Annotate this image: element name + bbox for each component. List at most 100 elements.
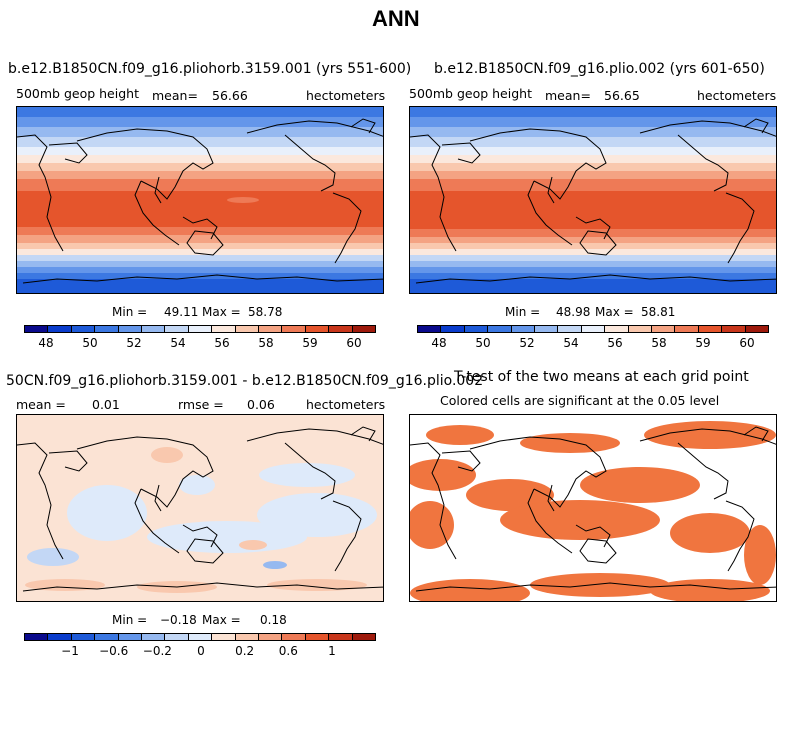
- field-label-top-left: 500mb geop height: [16, 86, 139, 101]
- max-label-top-right: Max =: [595, 305, 634, 319]
- units-top-left: hectometers: [306, 88, 386, 103]
- map-top-left: [16, 106, 384, 294]
- colorbar-swatch: [48, 634, 72, 640]
- colorbar-swatch: [95, 326, 119, 332]
- coastlines: [17, 426, 383, 592]
- colorbar-swatch: [188, 634, 213, 640]
- panel-title-bottom-left: 50CN.f09_g16.pliohorb.3159.001 - b.e12.B…: [6, 373, 484, 389]
- min-value-top-right: 48.98: [556, 305, 591, 319]
- significance-cells: [410, 415, 776, 601]
- mean-label-top-right: mean=: [545, 88, 591, 103]
- colorbar-swatch: [95, 634, 119, 640]
- colorbar-swatch: [511, 326, 536, 332]
- rmse-label-bottom-left: rmse =: [178, 397, 224, 412]
- colorbar-tick-label: 0.6: [278, 644, 298, 658]
- colorbar-swatch: [352, 326, 376, 332]
- units-top-right: hectometers: [697, 88, 777, 103]
- map-top-right: [409, 106, 777, 294]
- colorbar-tick-label: 58: [651, 336, 667, 350]
- colorbar-swatch: [675, 326, 699, 332]
- colorbar-tick-label: 59: [695, 336, 711, 350]
- colorbar-swatch: [142, 634, 166, 640]
- colorbar-swatch: [235, 326, 260, 332]
- colorbar-bottom-left: [24, 633, 376, 641]
- colorbar-tick-label: 0.2: [235, 644, 255, 658]
- diff-field: [17, 415, 383, 601]
- colorbar-swatch: [581, 326, 606, 332]
- figure-title: ANN: [372, 6, 420, 31]
- colorbar-swatch: [259, 326, 283, 332]
- colorbar-tick-label: 56: [607, 336, 623, 350]
- colorbar-tick-label: 60: [739, 336, 755, 350]
- colorbar-swatch: [652, 326, 676, 332]
- colorbar-swatch: [418, 326, 442, 332]
- colorbar-swatch: [118, 326, 143, 332]
- colorbar-swatch: [745, 326, 769, 332]
- rmse-value-bottom-left: 0.06: [247, 397, 275, 412]
- mean-value-top-left: 56.66: [212, 88, 248, 103]
- min-label-bottom-left: Min =: [112, 613, 148, 627]
- colorbar-swatch: [329, 326, 353, 332]
- map-bottom-left: [16, 414, 384, 602]
- colorbar-swatch: [535, 326, 559, 332]
- colorbar-tick-label: 50: [475, 336, 491, 350]
- max-value-bottom-left: 0.18: [260, 613, 287, 627]
- colorbar-swatch: [282, 634, 306, 640]
- min-label-top-right: Min =: [505, 305, 541, 319]
- colorbar-swatch: [165, 326, 189, 332]
- colorbar-swatch: [352, 634, 376, 640]
- colorbar-swatch: [305, 634, 330, 640]
- colorbar-swatch: [605, 326, 629, 332]
- panel-subtitle-bottom-right: Colored cells are significant at the 0.0…: [440, 393, 720, 408]
- field-label-top-right: 500mb geop height: [409, 86, 532, 101]
- min-value-bottom-left: −0.18: [160, 613, 197, 627]
- colorbar-tick-label: 0: [197, 644, 205, 658]
- colorbar-swatch: [329, 634, 353, 640]
- panel-title-top-right: b.e12.B1850CN.f09_g16.plio.002 (yrs 601-…: [434, 61, 765, 77]
- colorbar-swatch: [212, 326, 236, 332]
- colorbar-tick-label: 60: [346, 336, 362, 350]
- colorbar-swatch: [259, 634, 283, 640]
- colorbar-top-left: [24, 325, 376, 333]
- panel-title-top-left: b.e12.B1850CN.f09_g16.pliohorb.3159.001 …: [8, 61, 412, 77]
- colorbar-swatch: [48, 326, 72, 332]
- colorbar-swatch: [488, 326, 512, 332]
- colorbar-tick-label: 56: [214, 336, 230, 350]
- mean-label-bottom-left: mean =: [16, 397, 66, 412]
- colorbar-swatch: [25, 634, 49, 640]
- colorbar-swatch: [464, 326, 489, 332]
- colorbar-tick-label: 59: [302, 336, 318, 350]
- colorbar-tick-label: 58: [258, 336, 274, 350]
- mean-value-bottom-left: 0.01: [92, 397, 120, 412]
- max-label-bottom-left: Max =: [202, 613, 241, 627]
- colorbar-swatch: [628, 326, 653, 332]
- colorbar-swatch: [722, 326, 746, 332]
- colorbar-swatch: [558, 326, 582, 332]
- colorbar-tick-label: 54: [563, 336, 579, 350]
- colorbar-swatch: [25, 326, 49, 332]
- colorbar-swatch: [71, 634, 96, 640]
- colorbar-swatch: [188, 326, 213, 332]
- colorbar-tick-label: 48: [38, 336, 54, 350]
- max-value-top-left: 58.78: [248, 305, 283, 319]
- colorbar-tick-label: 50: [82, 336, 98, 350]
- panel-title-bottom-right: T-test of the two means at each grid poi…: [454, 369, 749, 385]
- min-label-top-left: Min =: [112, 305, 148, 319]
- abs-field-bands: [410, 107, 776, 293]
- abs-field-bands: [17, 107, 383, 293]
- colorbar-swatch: [71, 326, 96, 332]
- colorbar-swatch: [118, 634, 143, 640]
- map-bottom-right: [409, 414, 777, 602]
- max-label-top-left: Max =: [202, 305, 241, 319]
- colorbar-tick-label: −0.2: [142, 644, 172, 658]
- colorbar-tick-label: −1: [61, 644, 79, 658]
- colorbar-swatch: [235, 634, 260, 640]
- units-bottom-left: hectometers: [306, 397, 386, 412]
- colorbar-swatch: [305, 326, 330, 332]
- colorbar-tick-label: −0.6: [99, 644, 129, 658]
- colorbar-tick-label: 48: [431, 336, 447, 350]
- mean-value-top-right: 56.65: [604, 88, 640, 103]
- colorbar-swatch: [441, 326, 465, 332]
- colorbar-swatch: [212, 634, 236, 640]
- colorbar-swatch: [142, 326, 166, 332]
